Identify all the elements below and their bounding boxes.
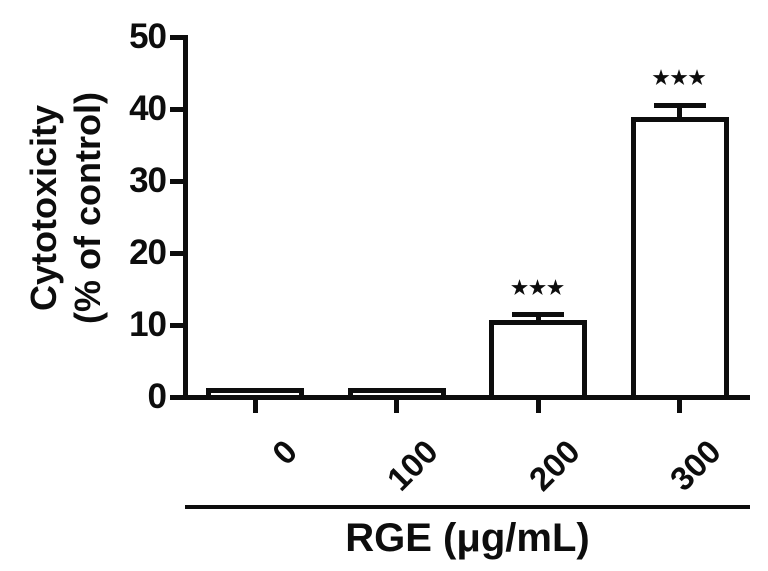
x-tick-200 — [535, 400, 541, 413]
y-tick-30 — [170, 178, 183, 184]
y-tick-10 — [170, 322, 183, 328]
x-tick-label-300: 300 — [663, 432, 729, 498]
x-tick-100 — [394, 400, 399, 413]
y-tick-40 — [170, 106, 183, 112]
x-tick-label-100: 100 — [380, 432, 446, 498]
y-tick-50 — [170, 34, 183, 40]
x-axis-line — [183, 395, 750, 400]
bar-0 — [206, 388, 304, 400]
y-axis-line — [183, 35, 188, 400]
x-tick-label-0: 0 — [264, 432, 304, 472]
significance-marker-200: ★★★ — [510, 277, 566, 299]
y-tick-label-0: 0 — [147, 377, 167, 416]
y-tick-label-10: 10 — [129, 305, 167, 344]
y-tick-label-20: 20 — [129, 233, 167, 272]
error-bar-cap-300 — [653, 102, 706, 108]
x-tick-label-200: 200 — [521, 432, 587, 498]
x-axis-title: RGE (μg/mL) — [345, 516, 590, 560]
y-tick-label-40: 40 — [129, 89, 167, 128]
y-tick-0 — [170, 394, 183, 400]
significance-marker-300: ★★★ — [652, 68, 707, 90]
error-bar-stem-200 — [535, 314, 541, 323]
y-tick-label-50: 50 — [129, 17, 167, 56]
y-axis-title: Cytotoxicity (% of control) — [22, 8, 110, 408]
bar-200 — [489, 320, 587, 400]
bar-300 — [630, 116, 729, 400]
y-tick-20 — [170, 250, 183, 256]
y-axis-title-line-2: (% of control) — [67, 92, 108, 324]
x-group-line — [185, 505, 750, 509]
y-axis-title-line-1: Cytotoxicity — [23, 104, 64, 312]
x-tick-300 — [677, 400, 682, 413]
error-bar-stem-300 — [677, 105, 682, 120]
x-tick-0 — [252, 400, 258, 413]
y-tick-label-30: 30 — [129, 161, 167, 200]
error-bar-cap-200 — [512, 312, 564, 318]
bar-100 — [347, 387, 446, 400]
